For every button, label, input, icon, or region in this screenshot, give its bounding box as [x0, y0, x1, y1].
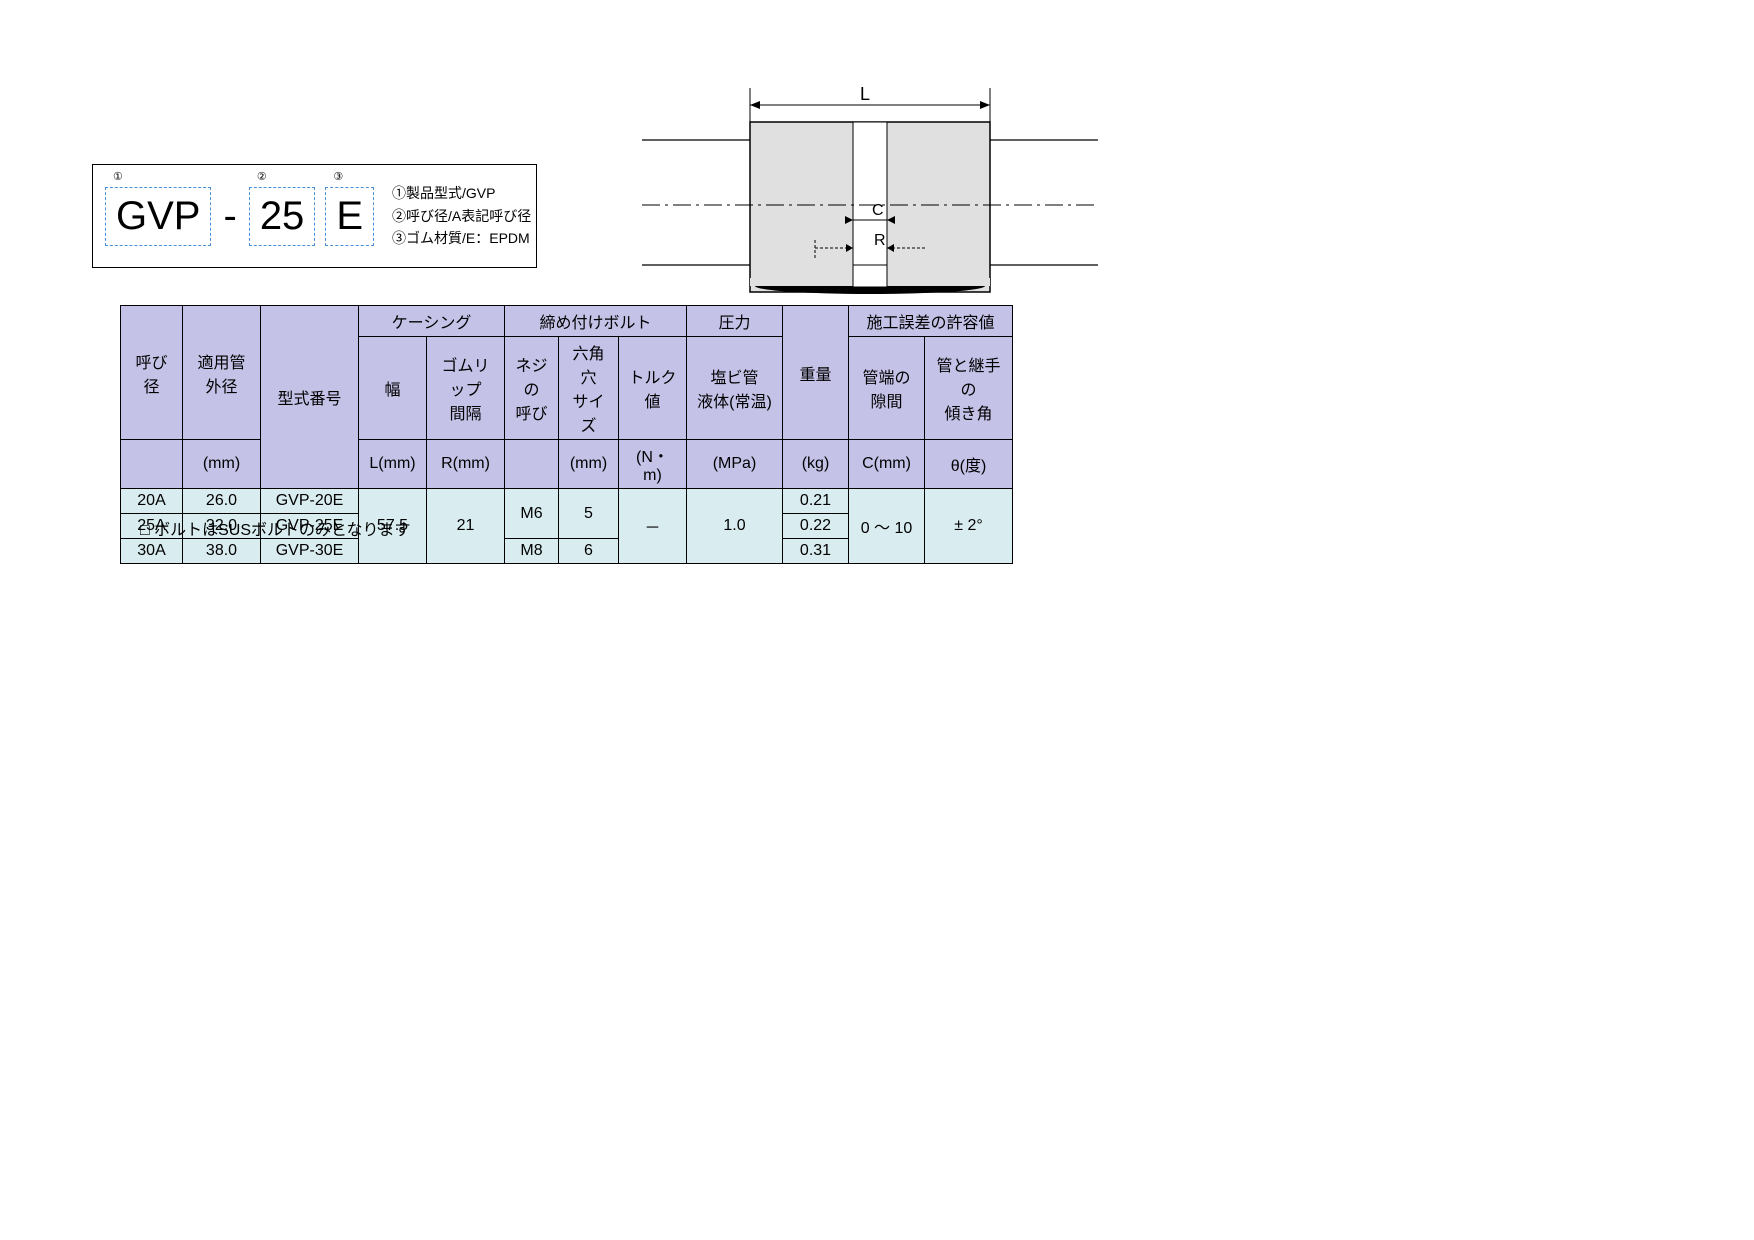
u-pvc: (MPa)	[687, 440, 783, 489]
th-od: 適用管 外径	[183, 306, 261, 440]
dash: -	[221, 194, 238, 239]
label-1: ①	[110, 170, 126, 183]
cell-model: GVP-30E	[261, 539, 359, 564]
th-angle: 管と継手の 傾き角	[925, 337, 1013, 440]
th-rubber: ゴムリップ 間隔	[427, 337, 505, 440]
cell-screw-bot: M8	[505, 539, 559, 564]
cell-hex-top: 5	[559, 489, 619, 539]
th-hex: 六角穴 サイズ	[559, 337, 619, 440]
cell-od: 38.0	[183, 539, 261, 564]
u-od: (mm)	[183, 440, 261, 489]
label-3: ③	[330, 170, 346, 183]
dim-R: R	[874, 232, 886, 249]
cell-model: GVP-20E	[261, 489, 359, 514]
u-rubber: R(mm)	[427, 440, 505, 489]
th-model: 型式番号	[261, 306, 359, 489]
model-number-box: ① GVP - ② 25 ③ E ①製品型式/GVP ②呼び径/A表記呼び径 ③…	[92, 164, 537, 268]
cell-angle: ± 2°	[925, 489, 1013, 564]
cell-size: 30A	[121, 539, 183, 564]
segment-2: ② 25	[249, 187, 316, 246]
cell-weight: 0.22	[783, 514, 849, 539]
th-gap: 管端の 隙間	[849, 337, 925, 440]
th-size: 呼び径	[121, 306, 183, 440]
legend-line-3: ③ゴム材質/E：EPDM	[392, 227, 531, 249]
u-width: L(mm)	[359, 440, 427, 489]
cell-size: 20A	[121, 489, 183, 514]
cell-gap: 0 ～ 10	[849, 489, 925, 564]
th-screw: ネジの 呼び	[505, 337, 559, 440]
legend: ①製品型式/GVP ②呼び径/A表記呼び径 ③ゴム材質/E：EPDM	[392, 182, 531, 249]
th-casing: ケーシング	[359, 306, 505, 337]
cell-torque: －	[619, 489, 687, 564]
cell-pvc: 1.0	[687, 489, 783, 564]
cell-rubber: 21	[427, 489, 505, 564]
u-torque: (N・m)	[619, 440, 687, 489]
th-weight: 重量	[783, 306, 849, 440]
th-tolerance: 施工誤差の許容値	[849, 306, 1013, 337]
u-angle: θ(度)	[925, 440, 1013, 489]
th-width: 幅	[359, 337, 427, 440]
label-2: ②	[254, 170, 270, 183]
cell-hex-bot: 6	[559, 539, 619, 564]
cell-od: 26.0	[183, 489, 261, 514]
dim-C: C	[872, 202, 884, 219]
u-hex: (mm)	[559, 440, 619, 489]
footnote: □ ボルトはSUSボルトのみとなります	[140, 516, 411, 540]
th-pvc: 塩ビ管 液体(常温)	[687, 337, 783, 440]
segment-3: ③ E	[325, 187, 374, 246]
dim-L: L	[860, 84, 870, 104]
cell-weight: 0.21	[783, 489, 849, 514]
cross-section-diagram: L C	[640, 80, 1100, 290]
cell-weight: 0.31	[783, 539, 849, 564]
segment-1: ① GVP	[105, 187, 211, 246]
cell-screw-top: M6	[505, 489, 559, 539]
th-bolt: 締め付けボルト	[505, 306, 687, 337]
legend-line-2: ②呼び径/A表記呼び径	[392, 205, 531, 227]
th-pressure: 圧力	[687, 306, 783, 337]
th-torque: トルク値	[619, 337, 687, 440]
u-weight: (kg)	[783, 440, 849, 489]
table-row: 20A 26.0 GVP-20E 57.5 21 M6 5 － 1.0 0.21…	[121, 489, 1013, 514]
legend-line-1: ①製品型式/GVP	[392, 182, 531, 204]
u-gap: C(mm)	[849, 440, 925, 489]
